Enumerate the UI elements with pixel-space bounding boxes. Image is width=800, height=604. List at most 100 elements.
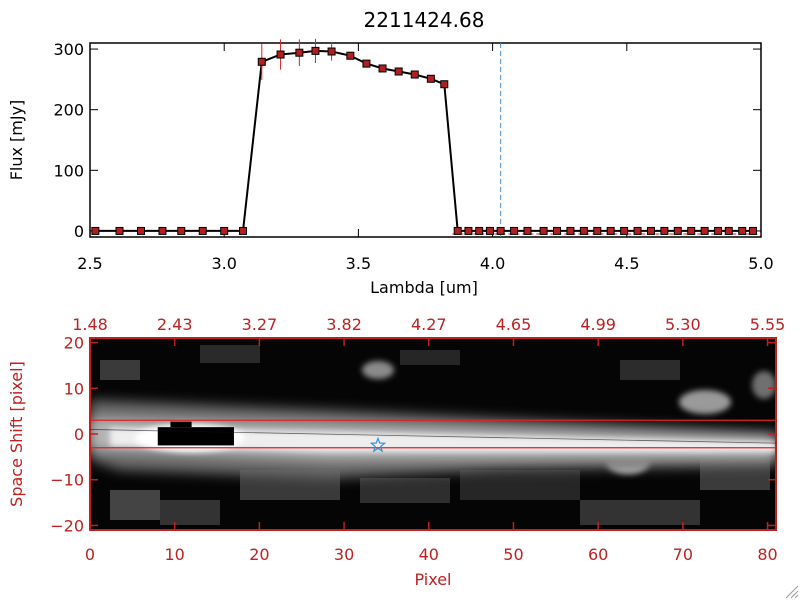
data-point <box>276 50 285 59</box>
data-point <box>553 226 562 235</box>
x-tick-label: 4.0 <box>480 254 505 273</box>
data-point <box>566 226 575 235</box>
image-top-axis: 1.48 2.43 3.27 3.82 4.27 4.65 4.99 5.30 5.55 <box>72 315 785 346</box>
star-marker-group <box>369 436 387 453</box>
data-point <box>475 226 484 235</box>
source-blob <box>679 390 731 414</box>
noise-patch <box>400 350 460 365</box>
y-tick-label: 200 <box>53 101 84 120</box>
x-tick-label: 40 <box>419 545 439 564</box>
x-tick-label: 50 <box>503 545 523 564</box>
x-tick-label: 0 <box>85 545 95 564</box>
noise-patch <box>360 478 450 503</box>
data-point <box>346 51 355 60</box>
spectrum-plot-frame <box>89 42 762 238</box>
reference-line-group <box>452 43 761 237</box>
y-tick-label: 300 <box>53 40 84 59</box>
source-blob <box>362 361 394 379</box>
y-tick-label: 100 <box>53 161 84 180</box>
y-tick-label: 0 <box>74 425 84 444</box>
data-point <box>394 67 403 76</box>
extraction-window <box>89 419 777 449</box>
image-x-axis: 0 10 20 30 40 50 60 70 80 <box>85 522 778 564</box>
data-point <box>257 57 266 66</box>
spectrum-y-label: Flux [mJy] <box>7 100 26 181</box>
noise-patch <box>110 490 160 520</box>
top-tick-label: 4.99 <box>580 315 616 334</box>
y-tick-label: 10 <box>64 379 84 398</box>
data-point <box>426 74 435 83</box>
data-point <box>620 226 629 235</box>
data-point <box>579 226 588 235</box>
top-tick-label: 1.48 <box>72 315 108 334</box>
spectrum-line <box>95 49 753 232</box>
x-tick-label: 3.5 <box>346 254 371 273</box>
star-marker-icon <box>369 436 387 453</box>
noise-patch <box>100 360 140 380</box>
noise-patch <box>200 345 260 363</box>
data-point <box>714 226 723 235</box>
data-point <box>362 59 371 68</box>
data-point <box>453 226 462 235</box>
data-point <box>295 48 304 57</box>
data-point <box>136 226 145 235</box>
data-point <box>327 47 336 56</box>
x-tick-label: 5.0 <box>748 254 773 273</box>
data-point <box>485 226 494 235</box>
x-tick-label: 2.5 <box>77 254 102 273</box>
data-point <box>606 226 615 235</box>
x-tick-label: 10 <box>165 545 185 564</box>
x-tick-label: 4.5 <box>614 254 639 273</box>
y-tick-label: 20 <box>64 334 84 353</box>
noise-patch <box>620 360 680 380</box>
x-tick-label: 60 <box>588 545 608 564</box>
data-point <box>158 226 167 235</box>
data-point <box>440 80 449 89</box>
spectrum-y-axis: 0 100 200 300 <box>53 40 761 241</box>
data-point <box>593 226 602 235</box>
data-point <box>660 226 669 235</box>
top-tick-label: 4.65 <box>496 315 532 334</box>
data-point <box>539 226 548 235</box>
data-point <box>496 226 505 235</box>
source-blob <box>752 371 776 399</box>
data-point <box>177 226 186 235</box>
data-point <box>523 226 532 235</box>
spectrum-series <box>91 38 757 235</box>
x-tick-label: 30 <box>334 545 354 564</box>
data-point <box>646 226 655 235</box>
data-point <box>673 226 682 235</box>
data-point <box>464 226 473 235</box>
resize-grip-icon[interactable] <box>785 585 799 599</box>
y-tick-label: −10 <box>50 471 84 490</box>
chart-title: 2211424.68 <box>364 8 485 32</box>
spectrum-x-label: Lambda [um] <box>370 278 478 297</box>
x-tick-label: 3.0 <box>211 254 236 273</box>
image-y-axis: −20 −10 0 10 20 <box>50 334 776 535</box>
trace-center-line <box>89 429 777 444</box>
top-tick-label: 3.27 <box>242 315 278 334</box>
y-tick-label: 0 <box>74 222 84 241</box>
data-point <box>198 226 207 235</box>
noise-patch <box>580 500 700 525</box>
x-tick-label: 20 <box>249 545 269 564</box>
data-point <box>748 226 757 235</box>
y-tick-label: −20 <box>50 516 84 535</box>
image-x-label: Pixel <box>414 570 451 589</box>
top-tick-label: 5.55 <box>750 315 786 334</box>
top-tick-label: 2.43 <box>157 315 193 334</box>
data-point <box>738 226 747 235</box>
data-point <box>700 226 709 235</box>
data-point <box>220 226 229 235</box>
data-point <box>510 226 519 235</box>
top-tick-label: 3.82 <box>326 315 362 334</box>
image-panel: −20 −10 0 10 20 0 10 20 30 40 50 60 70 80 1.48 2.43 3.… <box>7 315 785 589</box>
x-tick-label: 70 <box>673 545 693 564</box>
data-point <box>724 226 733 235</box>
data-point <box>311 46 320 55</box>
data-point <box>115 226 124 235</box>
spectrum-panel: 2211424.68 0 100 200 300 2.5 3.0 3.5 4.0 4.5 5.0… <box>7 8 774 297</box>
data-point <box>633 226 642 235</box>
top-tick-label: 5.30 <box>665 315 701 334</box>
